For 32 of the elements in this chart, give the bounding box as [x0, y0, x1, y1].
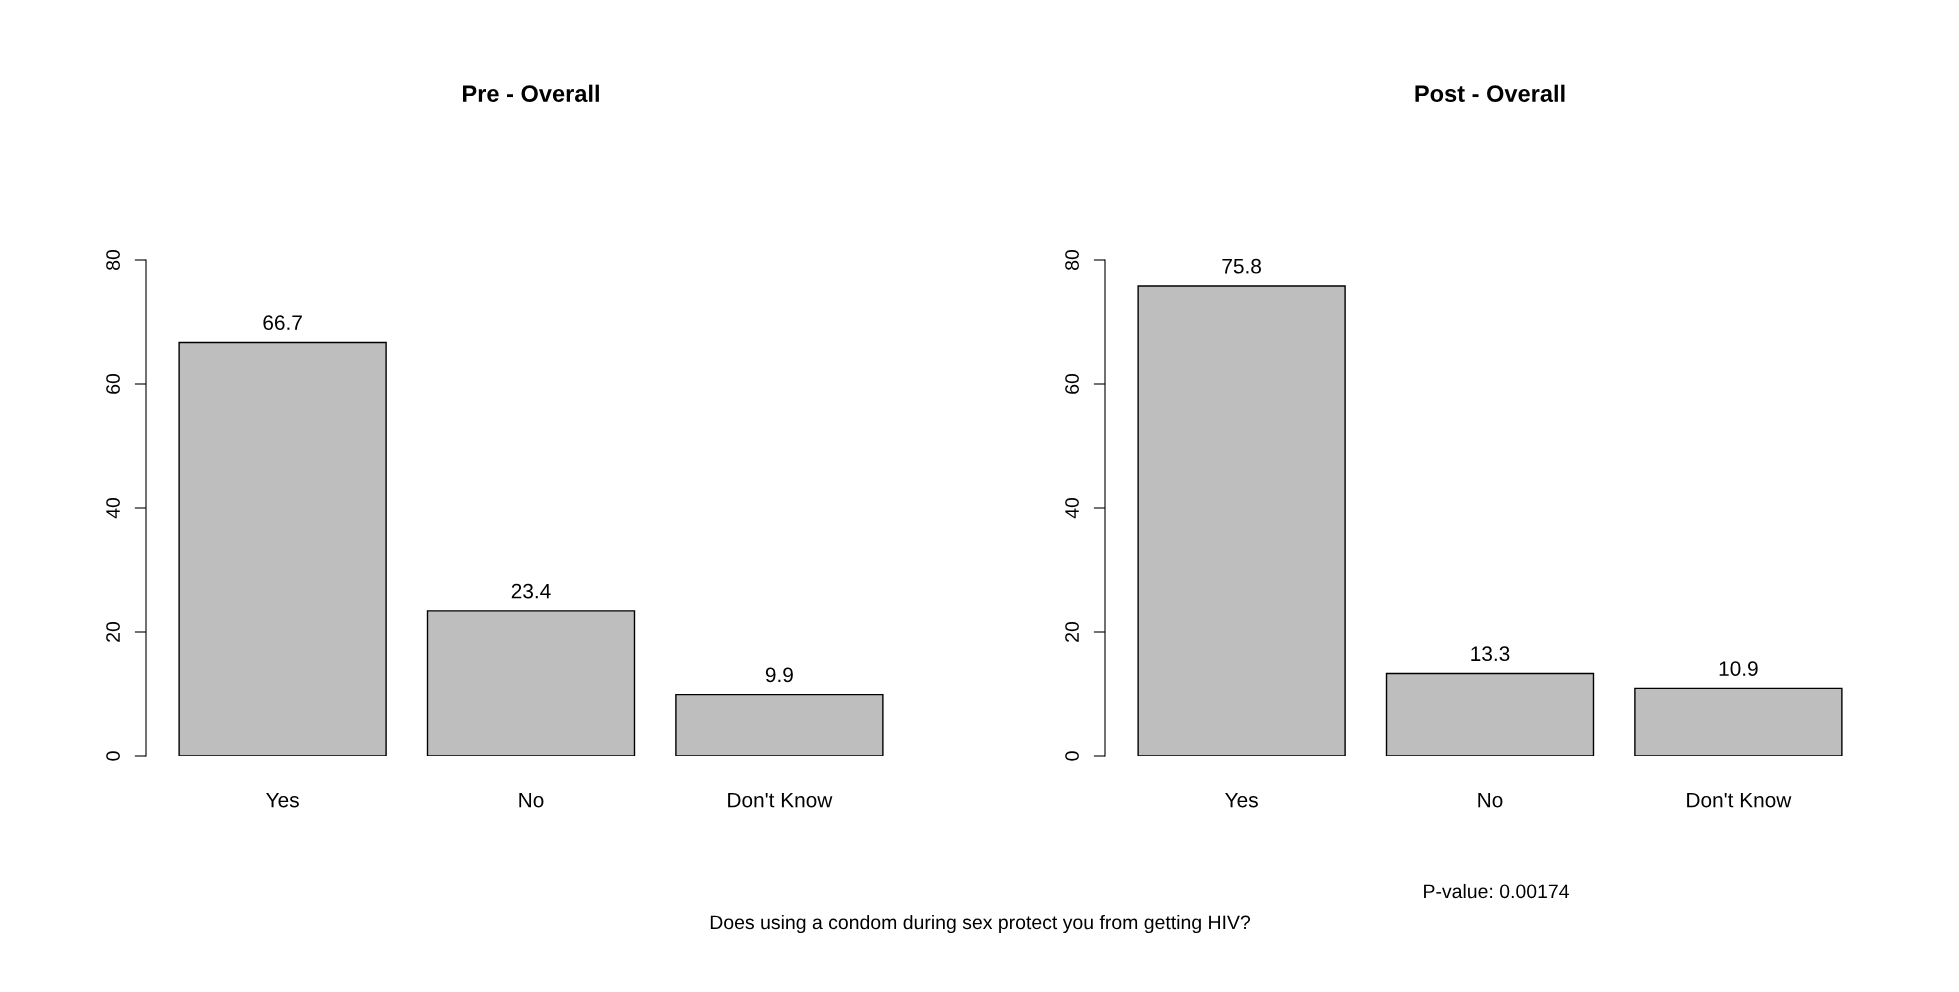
y-tick-label: 20	[1065, 621, 1079, 642]
y-tick-label: 40	[106, 497, 120, 519]
x-tick-label: No	[519, 792, 544, 808]
y-tick-label: 60	[106, 373, 120, 394]
data-label: 10.9	[1719, 661, 1758, 676]
x-tick-label: Yes	[1225, 792, 1258, 808]
data-label: 75.8	[1222, 258, 1261, 274]
chart-title: Pre - Overall	[463, 84, 599, 102]
y-tick-label: 40	[1065, 497, 1079, 519]
y-tick-label: 80	[1065, 249, 1079, 270]
data-label: 13.3	[1471, 646, 1510, 662]
x-tick-label: No	[1478, 792, 1503, 808]
bar	[1634, 687, 1843, 756]
y-tick-label: 20	[106, 621, 120, 642]
data-label: 23.4	[511, 583, 551, 599]
y-tick-label: 80	[106, 249, 120, 270]
y-tick-label: 0	[106, 751, 120, 761]
bar	[178, 341, 387, 756]
chart-title: Post - Overall	[1415, 84, 1565, 102]
y-tick-label: 60	[1065, 373, 1079, 394]
y-tick-label: 0	[1065, 751, 1079, 761]
data-label: 66.7	[263, 315, 302, 331]
text: Does using a condom during sex protect you from getting HIV?	[710, 914, 1251, 934]
bar	[1137, 285, 1346, 756]
x-tick-label: Don't Know	[728, 792, 833, 808]
bar	[426, 610, 636, 756]
bar	[1385, 672, 1595, 756]
x-tick-label: Don't Know	[1687, 792, 1792, 808]
bar	[675, 693, 884, 756]
data-label: 9.9	[765, 667, 793, 683]
x-tick-label: Yes	[266, 792, 299, 808]
text: P-value: 0.00174	[1424, 883, 1569, 899]
